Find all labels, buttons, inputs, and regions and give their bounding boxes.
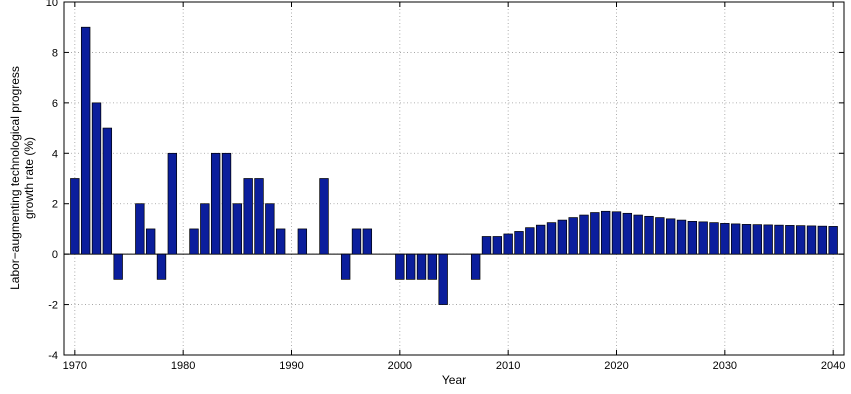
bar-2022: [633, 214, 643, 255]
bar-1987: [254, 178, 264, 255]
bar-2021: [622, 212, 633, 255]
bar-2008: [481, 236, 492, 255]
y-axis-title-line-1: Labor−augmenting technological progress: [8, 66, 22, 290]
bar-2011: [514, 231, 524, 255]
bar-2002: [416, 253, 427, 280]
bar-1993: [319, 178, 329, 255]
bar-1995: [340, 253, 351, 280]
bar-2034: [763, 224, 773, 255]
bar-2024: [655, 217, 665, 255]
bar-2004: [438, 253, 448, 305]
bar-1974: [113, 253, 123, 280]
bar-2003: [427, 253, 438, 280]
y-tick-label: 2: [52, 199, 58, 211]
bar-2027: [687, 221, 698, 255]
y-tick-label: 8: [52, 47, 58, 59]
bar-1970: [70, 178, 80, 255]
y-tick-label: 0: [52, 249, 58, 261]
bar-2036: [785, 225, 795, 255]
bar-1988: [265, 203, 275, 255]
bar-1982: [200, 203, 210, 255]
x-axis-title: Year: [442, 373, 466, 387]
bar-1991: [297, 228, 308, 255]
x-tick-label: 1990: [279, 360, 303, 372]
x-tick-label: 2000: [388, 360, 412, 372]
bar-1971: [80, 26, 91, 255]
bar-2026: [676, 219, 687, 255]
bar-1986: [243, 178, 253, 255]
bar-2009: [492, 236, 503, 255]
bar-1983: [210, 152, 221, 255]
y-tick-label: 4: [52, 148, 58, 160]
plot-frame: [63, 1, 845, 356]
bar-2020: [611, 211, 622, 255]
bar-1989: [275, 228, 286, 255]
bar-2038: [806, 225, 817, 255]
x-tick-label: 2040: [821, 360, 845, 372]
bar-2013: [535, 224, 546, 255]
y-axis-title-line-2: growth rate (%): [22, 137, 36, 219]
y-tick-label: 10: [46, 0, 58, 9]
y-tick-label: -2: [48, 300, 58, 312]
x-tick-label: 2020: [604, 360, 628, 372]
bar-2031: [730, 223, 741, 255]
bar-2025: [665, 218, 676, 255]
bar-2032: [741, 224, 752, 255]
x-tick-label: 1970: [63, 360, 87, 372]
bars: [70, 26, 838, 305]
bar-2029: [709, 222, 719, 255]
bar-2012: [525, 227, 535, 255]
bar-2037: [795, 225, 806, 255]
bar-1985: [232, 203, 243, 255]
bar-1996: [351, 228, 362, 255]
bar-2033: [752, 224, 763, 255]
y-tick-label: 6: [52, 98, 58, 110]
bar-2014: [546, 222, 557, 255]
bar-1978: [156, 253, 167, 280]
axis-ticks: 1970 1980 1990 2000 2010 2020 2030 2040 -4 -2 0 2 4 6…: [46, 0, 846, 372]
bar-2039: [817, 225, 828, 255]
bar-1984: [221, 152, 232, 255]
bar-2000: [395, 253, 405, 280]
bar-2030: [720, 223, 730, 255]
bar-2023: [644, 215, 654, 255]
bar-1973: [102, 127, 113, 255]
bar-2040: [828, 226, 838, 255]
bar-1976: [135, 203, 145, 255]
bar-2035: [774, 224, 784, 255]
bar-2018: [590, 212, 600, 255]
x-tick-label: 1980: [171, 360, 195, 372]
bar-2016: [568, 217, 578, 255]
plot-background: [64, 2, 844, 355]
bar-2028: [698, 221, 708, 255]
x-tick-label: 2030: [713, 360, 737, 372]
bar-2001: [405, 253, 416, 280]
bar-1977: [145, 228, 156, 255]
y-tick-label: -4: [48, 350, 58, 362]
bar-2017: [579, 214, 589, 255]
bar-1972: [91, 102, 102, 255]
bar-2015: [557, 219, 568, 255]
bar-1997: [362, 228, 373, 255]
bar-2007: [470, 253, 481, 280]
bar-2019: [600, 210, 611, 255]
bar-1979: [167, 152, 178, 255]
bar-2010: [503, 233, 513, 255]
bar-1981: [189, 228, 199, 255]
x-tick-label: 2010: [496, 360, 520, 372]
